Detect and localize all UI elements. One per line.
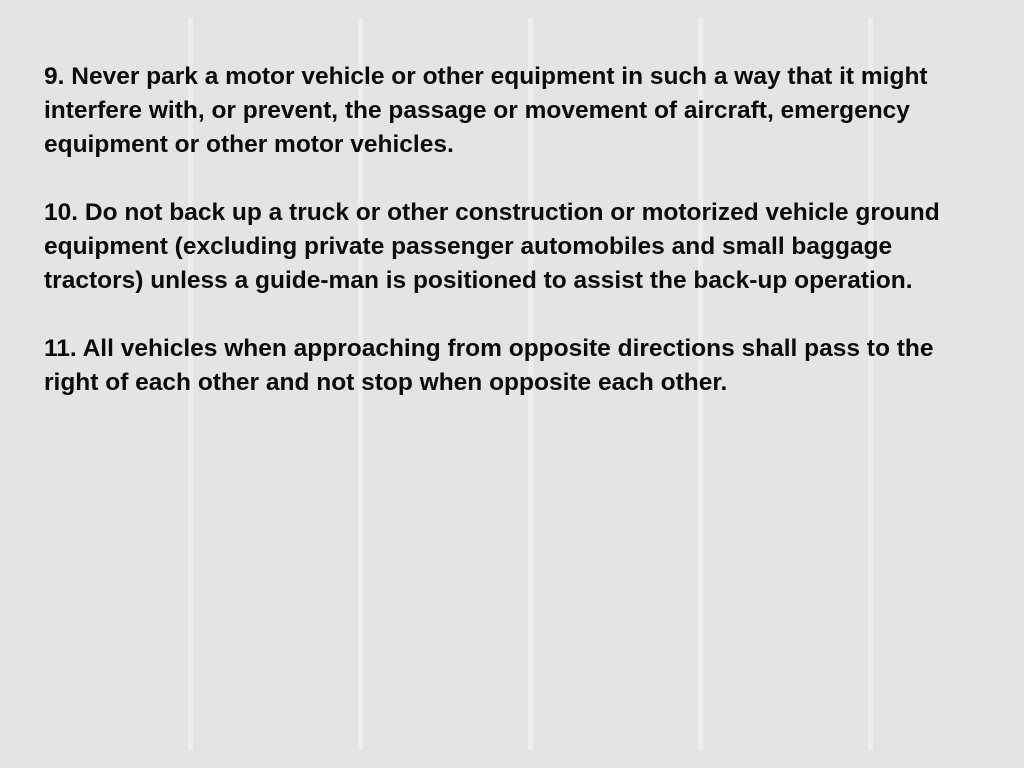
rule-number: 10. xyxy=(44,199,85,226)
rule-text: Never park a motor vehicle or other equi… xyxy=(44,63,928,158)
rule-text: All vehicles when approaching from oppos… xyxy=(44,335,933,396)
rule-number: 9. xyxy=(44,63,71,90)
rule-item: 9. Never park a motor vehicle or other e… xyxy=(44,60,980,162)
rule-text: Do not back up a truck or other construc… xyxy=(44,199,940,294)
slide-content: 9. Never park a motor vehicle or other e… xyxy=(44,60,980,400)
rule-item: 10. Do not back up a truck or other cons… xyxy=(44,196,980,298)
rule-number: 11. xyxy=(44,335,83,362)
rule-item: 11. All vehicles when approaching from o… xyxy=(44,332,980,400)
slide-card: 9. Never park a motor vehicle or other e… xyxy=(8,8,1016,760)
